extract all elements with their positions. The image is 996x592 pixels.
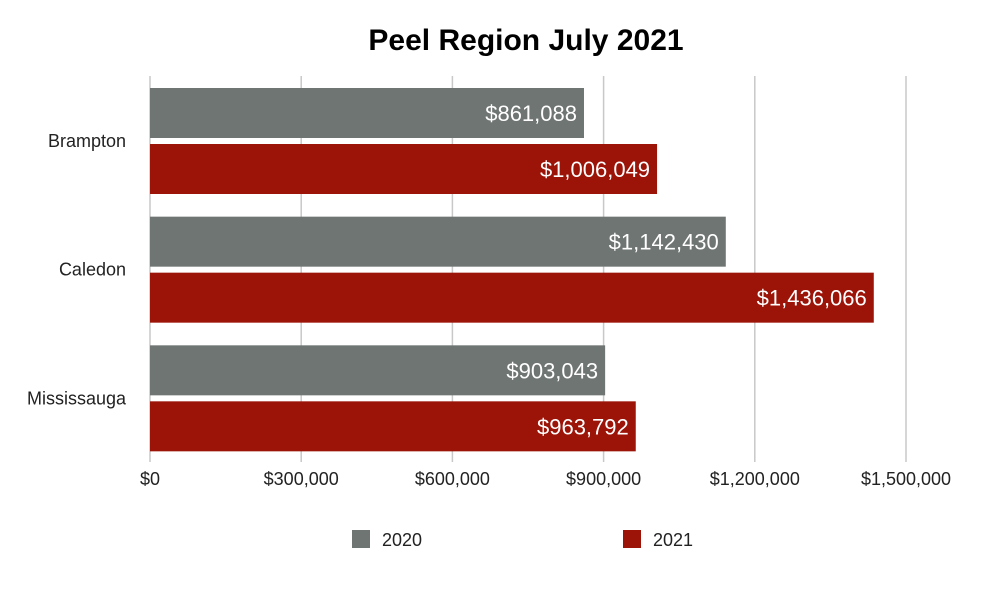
gridlines	[149, 76, 907, 462]
data-label: $963,792	[537, 414, 629, 439]
chart-title: Peel Region July 2021	[368, 24, 683, 57]
x-tick-label: $300,000	[264, 469, 339, 489]
data-label: $861,088	[485, 101, 577, 126]
category-label-brampton: Brampton	[48, 131, 126, 151]
data-label: $1,142,430	[609, 230, 719, 255]
x-axis-tick-labels: $0 $300,000 $600,000 $900,000 $1,200,000 $1,5…	[140, 469, 951, 489]
bars: $861,088 $1,006,049 $1,142,430 $1,436,066 $9…	[150, 88, 874, 452]
category-labels: Brampton Caledon Mississauga	[27, 131, 127, 408]
bar-2021-caledon	[150, 272, 874, 323]
bar-2021-mississauga	[150, 401, 636, 452]
legend-swatch-2021	[623, 530, 641, 548]
bar-2020-brampton	[150, 88, 584, 138]
bar-2020-caledon	[150, 216, 726, 267]
x-tick-label: $1,500,000	[861, 469, 951, 489]
legend-swatch-2020	[352, 530, 370, 548]
x-tick-label: $900,000	[566, 469, 641, 489]
bar-2021-brampton	[150, 144, 658, 194]
data-label: $1,006,049	[540, 157, 650, 182]
data-label: $903,043	[506, 358, 598, 383]
x-tick-label: $1,200,000	[710, 469, 800, 489]
category-label-mississauga: Mississauga	[27, 388, 127, 408]
bar-2020-mississauga	[150, 345, 606, 396]
legend-label-2020: 2020	[382, 530, 422, 550]
category-label-caledon: Caledon	[59, 260, 126, 280]
legend-label-2021: 2021	[653, 530, 693, 550]
legend: 2020 2021	[352, 530, 693, 550]
x-tick-label: $600,000	[415, 469, 490, 489]
x-tick-label: $0	[140, 469, 160, 489]
data-label: $1,436,066	[757, 286, 867, 311]
